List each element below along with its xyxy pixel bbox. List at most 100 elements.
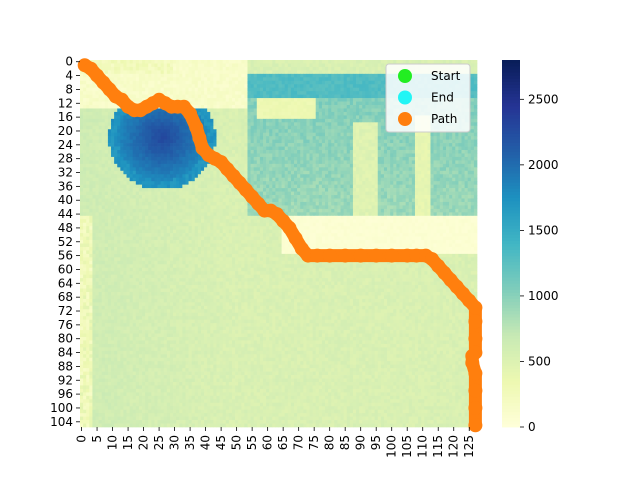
- heatmap-cell: [340, 73, 344, 78]
- heatmap-cell: [238, 132, 242, 137]
- heatmap-cell: [278, 70, 282, 75]
- heatmap-cell: [427, 143, 431, 147]
- heatmap-cell: [247, 163, 251, 168]
- heatmap-cell: [349, 139, 354, 144]
- heatmap-cell: [114, 160, 118, 165]
- heatmap-cell: [98, 139, 103, 144]
- heatmap-cell: [362, 84, 366, 89]
- heatmap-cell: [328, 91, 332, 95]
- heatmap-cell: [325, 73, 329, 78]
- heatmap-cell: [253, 181, 258, 185]
- heatmap-cell: [377, 125, 382, 130]
- heatmap-cell: [132, 80, 137, 85]
- heatmap-cell: [123, 167, 127, 172]
- heatmap-cell: [244, 139, 248, 144]
- heatmap-cell: [225, 84, 230, 89]
- heatmap-cell: [303, 184, 307, 189]
- heatmap-cell: [452, 139, 456, 144]
- heatmap-cell: [455, 163, 459, 168]
- heatmap-cell: [107, 111, 112, 116]
- heatmap-cell: [148, 181, 152, 185]
- heatmap-cell: [132, 98, 137, 102]
- heatmap-cell: [83, 105, 87, 109]
- heatmap-cell: [173, 163, 177, 168]
- heatmap-cell: [210, 111, 214, 116]
- heatmap-cell: [309, 170, 313, 175]
- heatmap-cell: [387, 150, 391, 154]
- heatmap-cell: [231, 73, 236, 78]
- heatmap-cell: [377, 177, 382, 182]
- heatmap-cell: [98, 136, 103, 140]
- heatmap-cell: [470, 77, 475, 82]
- heatmap-cell: [163, 115, 168, 120]
- heatmap-cell: [427, 191, 431, 196]
- heatmap-cell: [244, 132, 248, 137]
- heatmap-cell: [371, 108, 375, 113]
- heatmap-cell: [241, 129, 245, 134]
- heatmap-cell: [269, 167, 273, 172]
- heatmap-cell: [321, 60, 326, 64]
- heatmap-cell: [160, 160, 165, 165]
- heatmap-cell: [387, 139, 391, 144]
- heatmap-cell: [340, 91, 344, 95]
- heatmap-cell: [356, 66, 360, 71]
- heatmap-cell: [160, 191, 165, 196]
- heatmap-cell: [98, 122, 103, 127]
- heatmap-cell: [331, 163, 335, 168]
- heatmap-cell: [297, 122, 301, 127]
- heatmap-cell: [312, 84, 317, 89]
- heatmap-cell: [315, 170, 320, 175]
- heatmap-cell: [213, 108, 217, 113]
- heatmap-cell: [83, 111, 87, 116]
- heatmap-cell: [377, 115, 382, 120]
- heatmap-cell: [154, 136, 158, 140]
- heatmap-cell: [80, 163, 84, 168]
- heatmap-cell: [368, 60, 372, 64]
- heatmap-cell: [337, 70, 341, 75]
- heatmap-cell: [303, 60, 307, 64]
- heatmap-cell: [176, 80, 180, 85]
- heatmap-cell: [204, 163, 208, 168]
- heatmap-cell: [439, 177, 444, 182]
- heatmap-cell: [449, 156, 453, 161]
- heatmap-cell: [135, 167, 140, 172]
- heatmap-cell: [262, 143, 267, 147]
- heatmap-cell: [303, 91, 307, 95]
- heatmap-cell: [340, 181, 344, 185]
- heatmap-cell: [278, 163, 282, 168]
- heatmap-cell: [89, 195, 93, 199]
- heatmap-cell: [368, 91, 372, 95]
- heatmap-cell: [219, 94, 224, 99]
- heatmap-cell: [352, 105, 357, 109]
- heatmap-cell: [464, 163, 469, 168]
- heatmap-cell: [334, 191, 338, 196]
- heatmap-cell: [374, 84, 379, 89]
- heatmap-cell: [101, 108, 106, 113]
- heatmap-cell: [107, 184, 112, 189]
- heatmap-cell: [325, 60, 329, 64]
- heatmap-cell: [359, 160, 363, 165]
- heatmap-cell: [123, 136, 127, 140]
- heatmap-cell: [334, 139, 338, 144]
- heatmap-cell: [197, 167, 202, 172]
- heatmap-cell: [362, 146, 366, 151]
- heatmap-cell: [387, 156, 391, 161]
- heatmap-cell: [262, 163, 267, 168]
- heatmap-cell: [80, 101, 84, 106]
- heatmap-cell: [399, 139, 403, 144]
- heatmap-cell: [179, 143, 183, 147]
- heatmap-cell: [117, 115, 121, 120]
- heatmap-cell: [231, 191, 236, 196]
- heatmap-cell: [191, 153, 196, 158]
- heatmap-cell: [207, 98, 211, 102]
- heatmap-cell: [151, 146, 155, 151]
- heatmap-cell: [222, 125, 227, 130]
- heatmap-cell: [321, 132, 326, 137]
- heatmap-cell: [176, 136, 180, 140]
- heatmap-cell: [352, 188, 357, 192]
- heatmap-cell: [290, 177, 295, 182]
- heatmap-cell: [123, 188, 127, 192]
- heatmap-cell: [278, 132, 282, 137]
- heatmap-cell: [380, 77, 385, 82]
- heatmap-cell: [297, 136, 301, 140]
